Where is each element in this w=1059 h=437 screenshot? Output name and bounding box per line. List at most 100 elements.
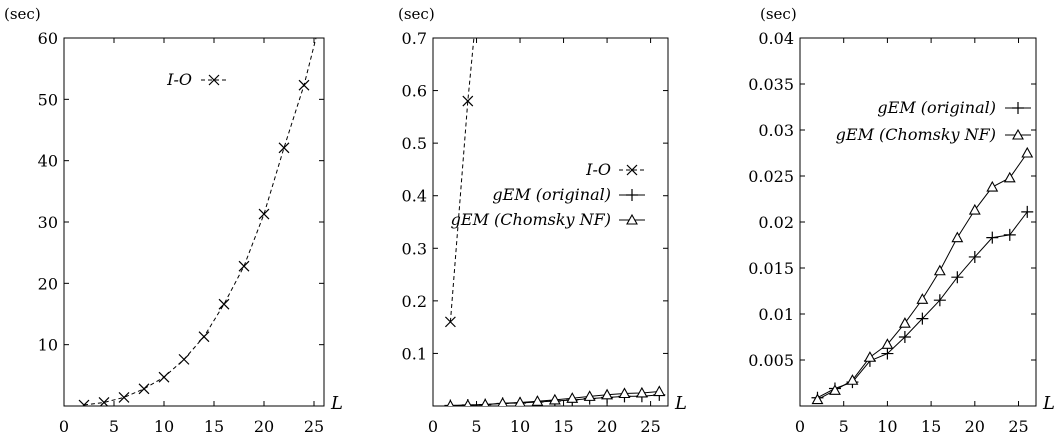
x-tick-label: 10 (877, 417, 897, 436)
data-point (898, 331, 911, 343)
plot-frame (432, 37, 669, 407)
chart-2: 0 5 10 15 20 25 0.1 0.2 0.3 0.4 0.5 0.6 0.7 (sec) L I-O… (398, 5, 687, 436)
legend-label: gEM (Chomsky NF) (836, 125, 996, 144)
y-tick-label: 0.04 (758, 29, 794, 48)
data-point (951, 271, 964, 284)
series-line (817, 211, 1028, 399)
y-tick-label: 0.5 (402, 134, 427, 153)
y-tick-label: 0.4 (402, 187, 427, 206)
x-axis-label: L (1042, 393, 1055, 414)
y-tick-label: 0.03 (758, 121, 794, 140)
y-tick-label: 0.1 (402, 344, 427, 363)
data-point (298, 79, 310, 91)
chart-1: 0 5 10 15 20 25 10 20 30 40 50 60 (sec) L I-O (4, 5, 343, 436)
legend-marker (626, 189, 638, 201)
data-point (916, 293, 929, 304)
data-point (811, 393, 824, 405)
data-point (118, 391, 130, 403)
data-point (583, 390, 596, 401)
data-point (881, 338, 894, 349)
legend-marker (1012, 128, 1024, 140)
plot-frame (63, 37, 325, 407)
legend-entry: gEM (original) (877, 98, 1031, 117)
data-point (98, 397, 110, 406)
legend-label: gEM (original) (492, 185, 611, 204)
data-point (198, 331, 210, 343)
data-point (446, 399, 455, 406)
data-point (218, 298, 230, 310)
series-triangle (446, 385, 666, 406)
series-line (83, 38, 317, 406)
y-tick-label: 20 (38, 274, 58, 293)
y-tick-label: 50 (38, 90, 58, 109)
y-tick-label: 0.035 (748, 75, 794, 94)
x-tick-label: 25 (640, 417, 660, 436)
x-tick-label: 15 (921, 417, 941, 436)
series-x (444, 38, 475, 328)
data-point (463, 398, 472, 406)
data-point (158, 371, 170, 383)
legend-label: gEM (original) (877, 98, 996, 117)
legend-entry: gEM (Chomsky NF) (836, 125, 1031, 144)
data-point (968, 250, 981, 263)
y-tick-label: 0.005 (748, 351, 794, 370)
data-point (548, 393, 561, 405)
data-point (933, 264, 946, 276)
data-point (1021, 146, 1034, 158)
series-plus (811, 205, 1034, 404)
data-point (1003, 228, 1016, 241)
y-tick-label: 0.7 (402, 29, 427, 48)
x-tick-label: 25 (304, 417, 324, 436)
y-axis-label: (sec) (760, 5, 797, 23)
legend-label: I-O (585, 160, 611, 179)
series-triangle (811, 146, 1034, 405)
data-point (278, 142, 290, 154)
y-tick-label: 10 (38, 336, 58, 355)
x-tick-label: 20 (254, 417, 274, 436)
x-tick-label: 10 (510, 417, 530, 436)
legend-marker (208, 74, 220, 86)
data-point (829, 384, 841, 395)
x-tick-label: 15 (204, 417, 224, 436)
x-tick-label: 15 (553, 417, 573, 436)
data-point (531, 395, 544, 406)
x-tick-label: 0 (795, 417, 805, 436)
data-point (258, 208, 270, 220)
data-point (898, 317, 911, 328)
x-axis-label: L (330, 393, 343, 414)
chart-3: 0 5 10 15 20 25 0.005 0.01 0.015 0.02 0.025 0.03 0.0… (748, 5, 1055, 436)
x-tick-label: 5 (471, 417, 481, 436)
data-point (462, 95, 474, 107)
legend-entry: I-O (585, 160, 645, 179)
y-tick-label: 60 (38, 29, 58, 48)
data-point (916, 312, 929, 325)
data-point (986, 180, 999, 192)
y-tick-label: 30 (38, 213, 58, 232)
y-tick-label: 0.02 (758, 213, 794, 232)
data-point (480, 398, 490, 406)
data-point (566, 392, 579, 403)
data-point (968, 203, 981, 215)
data-point (1021, 205, 1034, 218)
data-point (497, 397, 508, 406)
y-axis-label: (sec) (398, 5, 435, 23)
plot-frame (799, 37, 1037, 407)
legend-entry: gEM (Chomsky NF) (451, 210, 645, 229)
y-tick-label: 0.025 (748, 167, 794, 186)
legend-entry: gEM (original) (492, 185, 645, 204)
x-tick-label: 0 (59, 417, 69, 436)
legend-marker (1012, 102, 1024, 114)
x-tick-label: 5 (109, 417, 119, 436)
legend-marker (626, 164, 638, 176)
data-point (444, 316, 456, 328)
data-point (986, 231, 999, 244)
x-tick-label: 0 (428, 417, 438, 436)
data-point (863, 351, 876, 362)
data-point (951, 231, 964, 243)
x-tick-label: 10 (154, 417, 174, 436)
data-point (1003, 171, 1016, 183)
x-tick-label: 25 (1008, 417, 1028, 436)
x-axis-label: L (674, 393, 687, 414)
series-x (78, 38, 317, 406)
